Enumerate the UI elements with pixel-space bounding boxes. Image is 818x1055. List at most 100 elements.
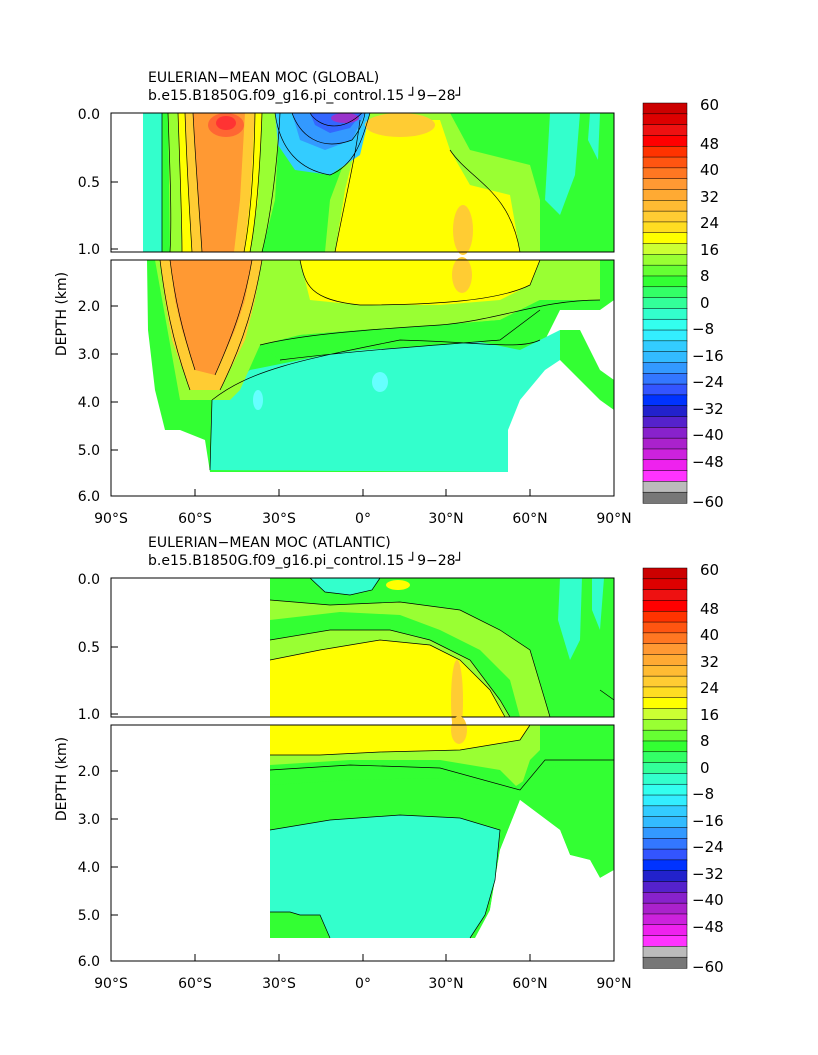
colorbar-swatch [642,762,688,775]
colorbar-label: −60 [692,493,724,511]
contour-lines-lower [159,259,601,471]
y-tick-label: 0.5 [78,640,100,656]
colorbar-atlantic [642,567,688,969]
field-purple-core [331,113,359,123]
x-tick-label: 0° [355,976,371,992]
colorbar-swatch [642,297,688,310]
colorbar-label: 32 [700,188,719,206]
colorbar-label: −24 [692,838,724,856]
colorbar-swatch [642,708,688,720]
colorbar-swatch [642,816,688,829]
colorbar-label: −8 [692,785,714,803]
field-lower-white-step [508,360,614,496]
y-axis-label: DEPTH (km) [54,737,70,821]
colorbar-label: −16 [692,812,724,830]
contour-lines-upper [269,577,615,718]
colorbar-label: 60 [700,96,719,114]
x-tick-label: 60°N [512,976,547,992]
colorbar-label: 32 [700,653,719,671]
field-lower-orange [170,260,252,375]
y-tick-label: 0.0 [78,107,100,123]
colorbar-swatch [642,740,688,753]
y-tick-label: 0.5 [78,175,100,191]
colorbar-swatch [642,848,688,861]
field-yellow-east [335,120,520,252]
y-tick-label: 4.0 [78,860,100,876]
y-axis-label: DEPTH (km) [54,272,70,356]
field-lower-green-edge [560,330,614,410]
y-tick-label: 4.0 [78,395,100,411]
colorbar-swatch [642,470,688,483]
x-tick-label: 60°S [178,976,212,992]
field-cyan-strip-north-2 [588,113,600,160]
colorbar-label: −40 [692,426,724,444]
colorbar-label: 0 [700,759,710,777]
field-lower-yellow [300,260,540,305]
colorbar-swatch [642,286,688,299]
colorbar-swatch [642,481,688,493]
field-cyan-strip-north [558,578,582,660]
colorbar-swatch [642,567,688,580]
colorbar-swatch [642,729,688,742]
y-tick-labels-atlantic: 0.0 0.5 1.0 2.0 3.0 4.0 5.0 6.0 [78,572,100,970]
colorbar-label: 16 [700,706,719,724]
colorbar-swatch [642,589,688,602]
x-tick-label: 30°N [428,976,463,992]
colorbar-label: 0 [700,294,710,312]
x-tick-labels-atlantic: 90°S 60°S 30°S 0° 30°N 60°N 90°N [94,976,632,992]
colorbar-swatch [642,621,688,634]
colorbar-label: −40 [692,891,724,909]
field-lower-cyan-deep [210,330,560,472]
panel-global: EULERIAN−MEAN MOC (GLOBAL) b.e15.B1850G.… [54,70,724,527]
x-tick-label: 0° [355,511,371,527]
colorbar-swatch [642,643,688,656]
field-yellow-plume [453,205,473,255]
colorbar-swatch [642,686,688,699]
colorbar-swatch [642,329,688,342]
colorbar-swatch [642,210,688,223]
colorbar-label: −48 [692,453,724,471]
y-tick-label: 6.0 [78,954,100,970]
colorbar-swatch [642,351,688,364]
colorbar-swatch [642,870,688,883]
colorbar-swatch [642,892,688,904]
colorbar-swatch [642,783,688,796]
field-yellow-cell-east [365,113,435,137]
colorbar-swatch [642,167,688,180]
colorbar-swatch [642,135,688,147]
colorbar-swatch [642,881,688,893]
field-lower-cyan [270,815,500,938]
x-tick-label: 30°N [428,511,463,527]
y-tick-label: 1.0 [78,242,100,258]
field-lower-green-band [260,300,600,360]
colorbar-label: 24 [700,214,719,232]
x-tick-label: 90°N [596,511,631,527]
colorbar-swatch [642,362,688,374]
colorbar-swatch [642,373,688,385]
panel-atlantic: EULERIAN−MEAN MOC (ATLANTIC) b.e15.B1850… [54,535,724,992]
colorbar-swatch [642,913,688,926]
field-red-core-inner [216,116,236,130]
colorbar-swatch [642,773,688,785]
colorbar-swatch [642,102,688,115]
colorbar-label: −32 [692,865,724,883]
upper-section-fields-atlantic [111,577,615,740]
colorbar-swatch [642,308,688,320]
colorbar-swatch [642,859,688,872]
field-lower-green-band [270,760,614,790]
colorbar-label: 16 [700,241,719,259]
colorbar-swatch [642,675,688,688]
colorbar-swatch [642,427,688,439]
field-green-mid [270,612,520,717]
colorbar-swatch [642,794,688,807]
colorbar-swatch [642,275,688,288]
y-tick-label: 5.0 [78,443,100,459]
field-yellow-surface [386,580,410,590]
colorbar-swatch [642,654,688,666]
colorbar-label: 40 [700,161,719,179]
contour-lines-lower [269,724,614,939]
field-yellow [270,640,505,717]
y-tick-label: 6.0 [78,489,100,505]
chart-title: EULERIAN−MEAN MOC (ATLANTIC) [148,535,391,551]
